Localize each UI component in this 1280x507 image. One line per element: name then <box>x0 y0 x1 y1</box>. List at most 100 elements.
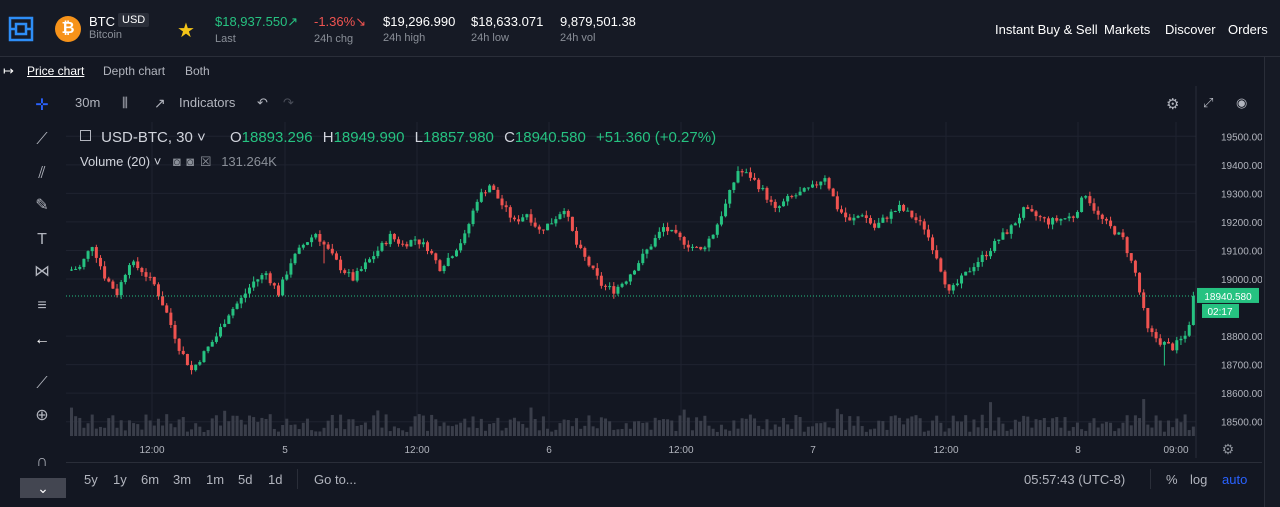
range-5d[interactable]: 5d <box>238 472 253 487</box>
goto-button[interactable]: Go to... <box>314 472 357 487</box>
trend-line-icon[interactable]: ⟋ <box>36 131 48 148</box>
range-1d[interactable]: 1d <box>268 472 283 487</box>
volume-bar <box>1133 415 1137 436</box>
collapse-panel-icon[interactable]: ↦ <box>3 63 14 78</box>
candle-body <box>1022 207 1026 218</box>
interval-selector[interactable]: 30m <box>75 95 101 110</box>
volume-bar <box>570 426 574 436</box>
nav-instant-buy-sell[interactable]: Instant Buy & Sell <box>995 22 1098 37</box>
log-toggle[interactable]: log <box>1190 472 1208 487</box>
range-3m[interactable]: 3m <box>173 472 192 487</box>
volume-bar <box>939 422 943 436</box>
range-6m[interactable]: 6m <box>141 472 160 487</box>
percent-toggle[interactable]: % <box>1166 472 1178 487</box>
settings-gear-icon[interactable]: ⚙ <box>1166 96 1180 113</box>
auto-toggle[interactable]: auto <box>1222 472 1248 487</box>
exchange-logo-icon[interactable] <box>8 16 34 42</box>
candle-body <box>111 281 115 289</box>
candle-body <box>1075 212 1079 218</box>
volume-bar <box>922 431 926 436</box>
volume-bar <box>438 426 442 436</box>
zoom-in-icon[interactable]: ⊕ <box>35 407 49 424</box>
candle-body <box>82 258 86 267</box>
volume-indicator-label[interactable]: Volume (20) <box>80 154 151 169</box>
volume-bar <box>997 417 1001 436</box>
symbol[interactable]: BTC <box>89 14 115 29</box>
candle-body <box>235 303 239 309</box>
range-1y[interactable]: 1y <box>113 472 127 487</box>
settings-icon[interactable]: ◙ <box>186 154 195 169</box>
tab-price-chart[interactable]: Price chart <box>27 64 85 78</box>
measure-icon[interactable]: ≡ <box>37 297 47 314</box>
candle-body <box>765 187 769 200</box>
candle-body <box>587 256 591 266</box>
crosshair-icon[interactable]: ✛ <box>35 97 49 114</box>
candle-body <box>628 274 632 282</box>
candle-body <box>161 296 165 306</box>
fib-retracement-icon[interactable]: ⫽ <box>38 165 46 182</box>
nav-orders[interactable]: Orders <box>1228 22 1268 37</box>
visibility-icon[interactable]: ◙ <box>172 154 181 169</box>
volume-bar <box>823 422 827 436</box>
magnet-icon[interactable]: ∩ <box>36 453 48 470</box>
range-5y[interactable]: 5y <box>84 472 98 487</box>
volume-bar <box>446 425 450 436</box>
nav-markets[interactable]: Markets <box>1104 22 1151 37</box>
candle-type-icon[interactable]: ⫼ <box>122 95 128 110</box>
axis-settings-icon[interactable]: ⚙ <box>1222 441 1235 457</box>
volume-bar <box>372 415 376 436</box>
brush-icon[interactable]: ✎ <box>35 197 49 214</box>
price-chart[interactable]: 30m ⫼ ↗ Indicators ↶ ↷ ⚙ ⤢ ◉ 19500.00019… <box>66 86 1262 458</box>
volume-bar <box>210 418 214 436</box>
tab-depth-chart[interactable]: Depth chart <box>103 64 166 78</box>
eye-icon[interactable]: ◉ <box>1236 95 1248 110</box>
pair-label[interactable]: USD-BTC, 30 <box>101 129 193 146</box>
collapse-legend-icon[interactable] <box>80 130 91 141</box>
candle-body <box>471 210 475 225</box>
volume-bar <box>881 421 885 436</box>
range-1m[interactable]: 1m <box>206 472 225 487</box>
candle-body <box>1142 292 1146 309</box>
nav-discover[interactable]: Discover <box>1165 22 1216 37</box>
favorite-star-icon[interactable]: ★ <box>177 20 195 42</box>
redo-icon[interactable]: ↷ <box>283 95 294 110</box>
volume-bar <box>98 426 102 436</box>
candle-body <box>74 268 78 270</box>
volume-bar <box>748 414 752 436</box>
fullscreen-icon[interactable]: ⤢ <box>1203 95 1214 110</box>
text-tool-icon[interactable]: T <box>37 231 47 248</box>
candlestick-plot[interactable]: 19500.000 19400.000 19300.000 19200.000 1910… <box>66 86 1262 458</box>
pattern-icon[interactable]: ⋈ <box>34 263 50 280</box>
volume-24h: 9,879,501.38 24h vol <box>560 14 636 44</box>
clock[interactable]: 05:57:43 (UTC-8) <box>1024 472 1126 487</box>
volume-bar <box>1179 422 1183 436</box>
candle-body <box>314 234 318 238</box>
volume-bar <box>107 418 111 436</box>
volume-bar <box>815 423 819 436</box>
indicators-button[interactable]: Indicators <box>179 95 236 110</box>
volume-bar <box>190 429 194 436</box>
remove-icon[interactable]: ☒ <box>199 154 212 169</box>
candle-body <box>156 284 160 297</box>
tab-both[interactable]: Both <box>185 64 210 78</box>
candle-body <box>1179 338 1183 341</box>
quote-badge[interactable]: USD <box>118 13 150 27</box>
chevron-down-icon[interactable]: ˅ <box>197 129 206 146</box>
chevron-down-icon[interactable]: ˅ <box>153 154 162 169</box>
volume-bar <box>989 402 993 436</box>
volume-bar <box>405 431 409 436</box>
ruler-icon[interactable]: ⟋ <box>36 375 48 392</box>
volume-bar <box>964 415 968 436</box>
indicators-icon[interactable]: ↗ <box>154 95 166 111</box>
back-arrow-icon[interactable]: ← <box>34 331 50 348</box>
candle-body <box>1013 223 1017 226</box>
expand-toolbar-chevron-icon[interactable]: ⌄ <box>20 478 66 498</box>
candle-body <box>1046 218 1050 225</box>
volume-bar <box>695 417 699 436</box>
right-side-panel <box>1264 57 1280 507</box>
candle-body <box>219 326 223 337</box>
undo-icon[interactable]: ↶ <box>257 95 268 110</box>
candle-body <box>467 224 471 234</box>
volume-bar <box>434 419 438 436</box>
current-price-badge <box>1197 287 1259 303</box>
